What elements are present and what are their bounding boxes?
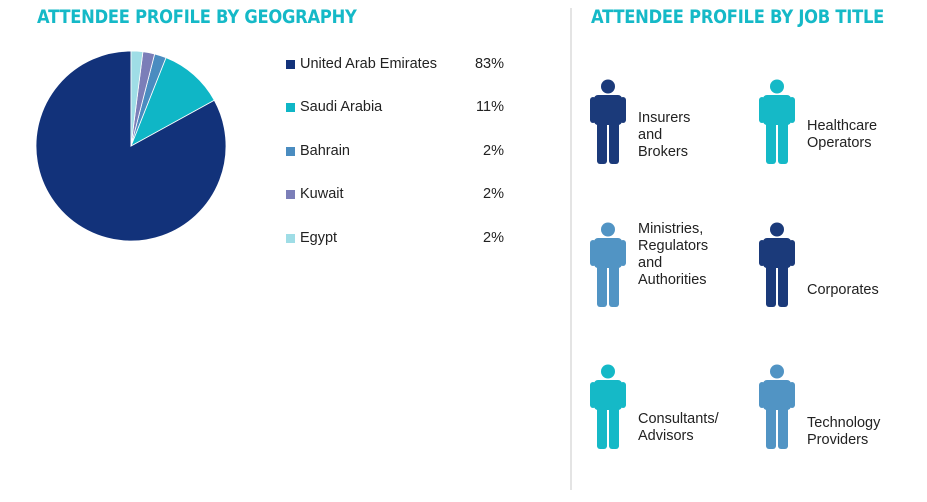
legend-item: Kuwait 2% (286, 184, 508, 206)
legend-swatch (286, 147, 295, 156)
job-title-label: Healthcare Operators (807, 118, 878, 151)
person-icon (590, 79, 626, 165)
legend-label: Bahrain (300, 143, 350, 159)
geography-section-title: ATTENDEE PROFILE BY GEOGRAPHY (37, 6, 357, 28)
legend-item: Bahrain 2% (286, 141, 508, 163)
legend-swatch (286, 60, 295, 69)
legend-value: 2% (483, 143, 504, 159)
legend-swatch (286, 103, 295, 112)
pie-slice-egypt (130, 50, 144, 147)
legend-swatch (286, 190, 295, 199)
pie-slice-saudi-arabia (130, 57, 215, 147)
legend-label: Kuwait (300, 186, 344, 202)
job-title-label: Corporates (807, 282, 879, 298)
legend-value: 2% (483, 230, 504, 246)
legend-item: Egypt 2% (286, 228, 508, 250)
legend-label: Egypt (300, 230, 338, 246)
job-title-label: Consultants/ Advisors (638, 411, 719, 444)
person-icon (759, 222, 795, 308)
legend-value: 11% (476, 99, 504, 115)
geography-pie-chart (35, 50, 227, 242)
person-icon (590, 222, 626, 308)
person-icon (590, 364, 626, 450)
legend-value: 83% (474, 56, 504, 72)
person-icon (759, 364, 795, 450)
legend-swatch (286, 234, 295, 243)
job-title-section-title: ATTENDEE PROFILE BY JOB TITLE (591, 6, 885, 28)
job-title-label: Insurers and Brokers (638, 110, 691, 160)
section-divider (570, 8, 572, 490)
legend-item: Saudi Arabia 11% (286, 97, 508, 119)
job-title-label: Ministries, Regulators and Authorities (638, 221, 709, 288)
legend-label: Saudi Arabia (300, 99, 383, 115)
legend-item: United Arab Emirates 83% (286, 54, 508, 76)
legend-value: 2% (483, 186, 504, 202)
job-title-label: Technology Providers (807, 415, 881, 448)
legend-label: United Arab Emirates (300, 56, 438, 72)
person-icon (759, 79, 795, 165)
